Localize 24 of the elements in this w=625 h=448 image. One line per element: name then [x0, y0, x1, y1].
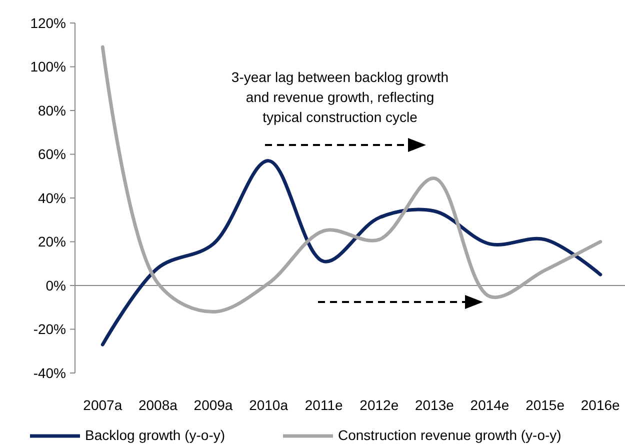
- line-series: [100, 45, 602, 314]
- y-tick-label: 20%: [38, 234, 66, 250]
- x-tick-label: 2012e: [360, 397, 399, 413]
- x-tick-label: 2010a: [249, 397, 288, 413]
- legend-label: Construction revenue growth (y-o-y): [338, 427, 562, 443]
- y-tick-label: -20%: [33, 321, 66, 338]
- y-tick-label: 100%: [30, 58, 66, 75]
- y-tick-label: 80%: [38, 102, 66, 118]
- x-tick-label: 2009a: [194, 397, 233, 413]
- y-tick-label: 120%: [30, 14, 66, 31]
- legend-label: Backlog growth (y-o-y): [85, 427, 226, 443]
- x-tick-label: 2013e: [414, 397, 454, 413]
- x-tick-label: 2007a: [83, 397, 122, 413]
- y-tick-label: 40%: [38, 190, 66, 206]
- x-tick-label: 2008a: [138, 397, 178, 413]
- x-tick-label: 2015e: [526, 397, 565, 413]
- x-tick-label: 2016e: [580, 397, 620, 413]
- x-tick-label: 2014e: [470, 397, 510, 413]
- line-series: [100, 159, 602, 346]
- annotation: 3-year lag between backlog growth and revenue growth, reflecting typical construction cycle: [231, 69, 449, 125]
- y-tick-label: -40%: [33, 364, 66, 381]
- y-tick-label: 60%: [38, 146, 66, 162]
- y-tick-label: 0%: [46, 277, 66, 294]
- x-tick-label: 2011e: [304, 397, 343, 413]
